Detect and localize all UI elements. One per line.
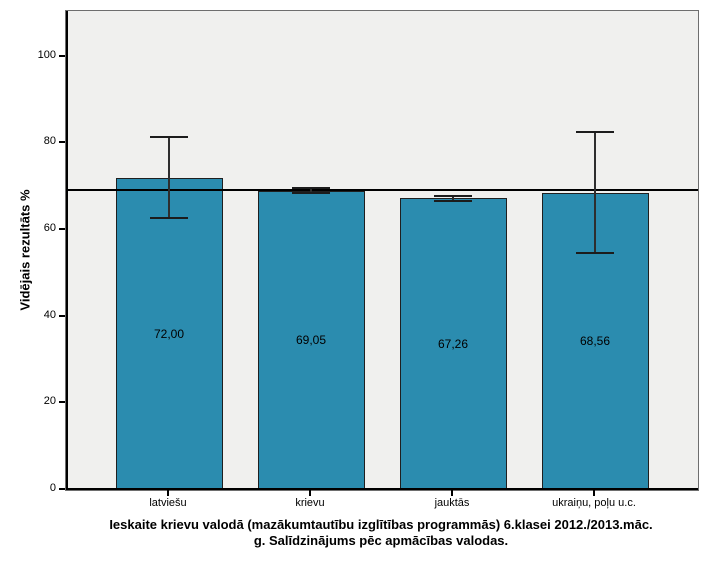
- y-axis-tick: [59, 314, 65, 317]
- plot-area: 72,00 69,05 67,26 68,56: [65, 10, 699, 491]
- bar-4: [541, 192, 649, 490]
- x-axis-line: [66, 488, 698, 490]
- error-bar: [168, 137, 170, 218]
- x-axis-tick: [593, 490, 595, 496]
- x-axis-category-label: ukraiņu, poļu u.c.: [552, 497, 636, 509]
- x-axis-tick: [309, 490, 311, 496]
- x-axis-tick: [167, 490, 169, 496]
- error-bar-cap-top: [292, 186, 330, 189]
- reference-line: [66, 188, 698, 191]
- error-bar: [310, 187, 312, 194]
- chart-title-line-1: Ieskaite krievu valodā (mazākumtautību i…: [109, 517, 653, 532]
- y-axis-tick-label: 20: [43, 395, 56, 408]
- error-bar-cap-bottom: [292, 192, 330, 195]
- y-axis-tick: [59, 401, 65, 404]
- y-axis-tick-label: 40: [43, 308, 56, 321]
- bar-value-label: 67,26: [437, 337, 469, 352]
- y-axis-tick: [59, 54, 65, 57]
- error-bar-cap-top: [150, 136, 188, 139]
- bar-value-label: 69,05: [295, 333, 327, 348]
- error-bar-cap-bottom: [576, 252, 614, 255]
- chart-title: Ieskaite krievu valodā (mazākumtautību i…: [65, 517, 697, 549]
- error-bar: [452, 195, 454, 202]
- bar-value-label: 72,00: [153, 326, 185, 341]
- bar-1: [115, 177, 223, 490]
- error-bar-cap-bottom: [150, 216, 188, 219]
- bar-value-label: 68,56: [579, 334, 611, 349]
- x-axis-category-label: krievu: [295, 497, 325, 509]
- error-bar-cap-top: [434, 194, 472, 197]
- chart-title-line-2: g. Salīdzinājums pēc apmācības valodas.: [253, 533, 509, 548]
- y-axis-tick-label: 80: [43, 135, 56, 148]
- y-axis-tick: [59, 141, 65, 144]
- y-axis-title: Vidējais rezultāts %: [17, 189, 33, 311]
- y-axis-line: [66, 11, 68, 490]
- y-axis-tick: [59, 227, 65, 230]
- bar-2: [257, 190, 365, 490]
- x-axis-tick: [451, 490, 453, 496]
- error-bar-cap-top: [576, 130, 614, 133]
- y-axis-tick-label: 100: [37, 48, 56, 61]
- error-bar: [594, 131, 596, 254]
- x-axis-category-label: jauktās: [434, 497, 470, 509]
- y-axis-tick: [59, 488, 65, 490]
- error-bar-cap-bottom: [434, 200, 472, 203]
- y-axis-tick-label: 60: [43, 221, 56, 234]
- x-axis-category-label: latviešu: [149, 497, 187, 509]
- y-axis-tick-label: 0: [49, 482, 56, 494]
